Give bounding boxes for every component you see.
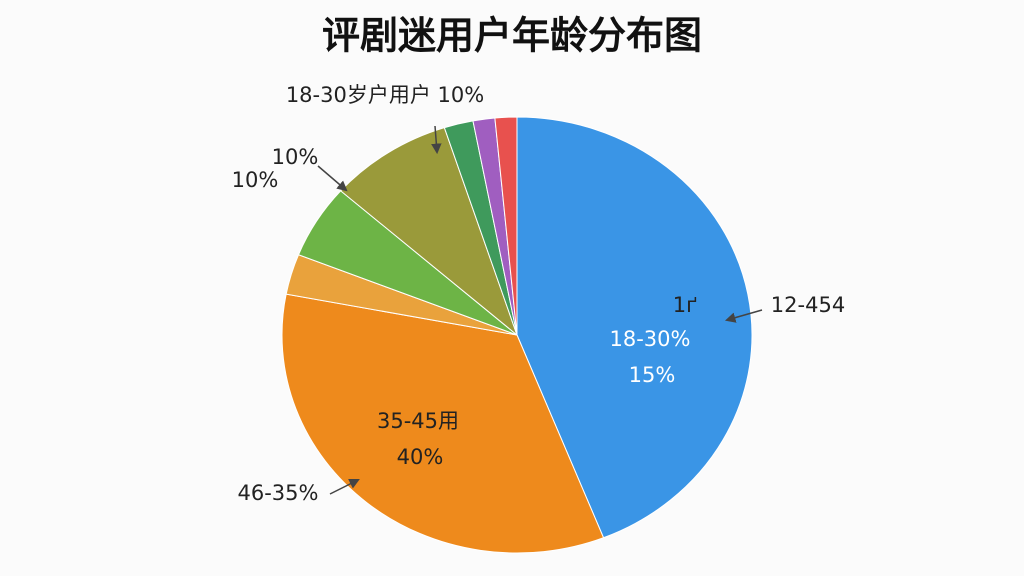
arrow	[317, 165, 348, 192]
annotation: 46-35%	[238, 481, 319, 505]
annotation: 18-30岁户用户 10%	[286, 83, 484, 107]
arrow	[431, 125, 442, 155]
annotation: 35-45用	[377, 409, 459, 433]
annotations: 18-30岁户用户 10% 10%10% 1ґ 12-454 18-30% 15% 35-4…	[232, 83, 846, 505]
pie-slice	[494, 116, 518, 336]
pie-slice	[281, 293, 605, 554]
annotation: 10%	[232, 168, 279, 192]
annotation: 12-454	[771, 293, 845, 317]
pie-slice	[516, 116, 753, 539]
annotation: 18-30%	[610, 327, 691, 351]
annotation: 10%	[272, 145, 319, 169]
pie	[281, 116, 753, 554]
arrow	[329, 479, 360, 495]
annotation: 1ґ	[673, 293, 697, 317]
arrow	[724, 309, 763, 323]
chart-title: 评剧迷用户年龄分布图	[322, 14, 702, 58]
annotation: 15%	[629, 363, 676, 387]
annotation: 40%	[397, 445, 444, 469]
